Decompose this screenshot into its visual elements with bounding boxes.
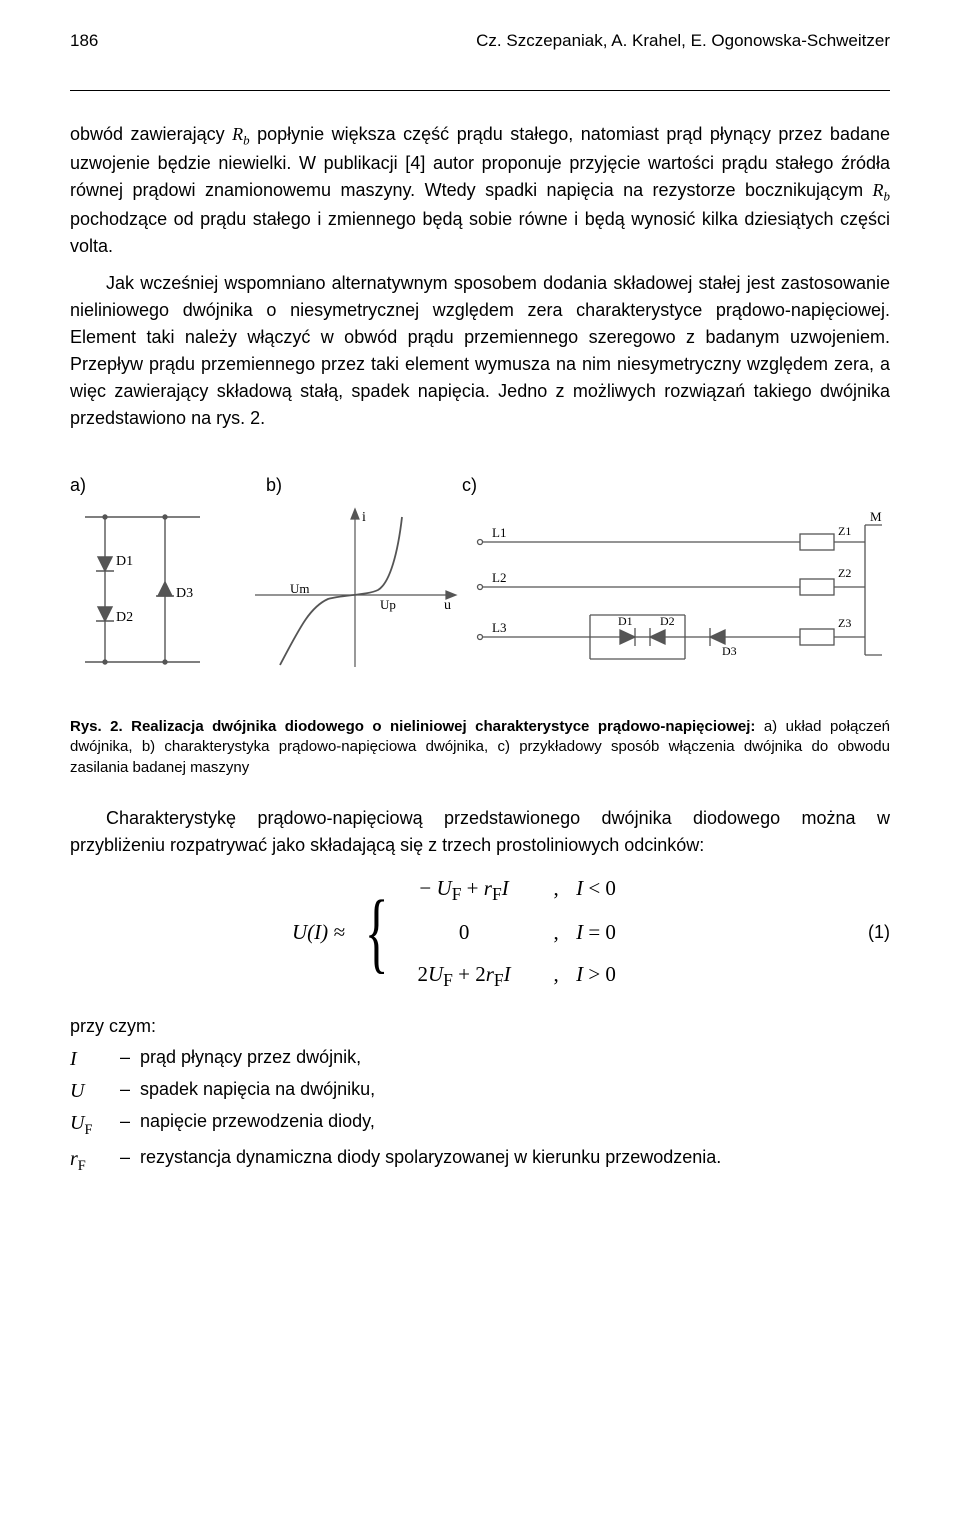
fig-c-l3: L3 (492, 620, 506, 635)
fig-c-z3: Z3 (838, 616, 851, 630)
eq-brace: { (365, 892, 389, 973)
def-dash-3: – (120, 1108, 140, 1142)
fig-b-u: u (444, 598, 451, 613)
p1-text-c: pochodzące od prądu stałego i zmiennego … (70, 209, 890, 256)
fig-label-b: b) (266, 472, 282, 499)
eq-r2-left: 0 (384, 917, 544, 949)
equation-1: U(I) ≈ { − UF + rFI , I < 0 0 , I = 0 2U… (70, 873, 890, 993)
paragraph-3: Charakterystykę prądowo-napięciową przed… (70, 805, 890, 859)
def-txt-rf: rezystancja dynamiczna diody spolaryzowa… (140, 1144, 890, 1178)
fig-a-d2: D2 (116, 610, 133, 625)
fig-c-d2: D2 (660, 614, 675, 628)
fig-c-z2: Z2 (838, 566, 851, 580)
fig-c-d1: D1 (618, 614, 633, 628)
eq-r1-left: − UF + rFI (384, 873, 544, 907)
def-txt-u: spadek napięcia na dwójniku, (140, 1076, 890, 1106)
fig-c-m: M (870, 509, 882, 524)
eq-comma-1: , (544, 873, 568, 907)
running-authors: Cz. Szczepaniak, A. Krahel, E. Ogonowska… (476, 28, 890, 54)
p1-text-a: obwód zawierający (70, 124, 232, 144)
def-dash-2: – (120, 1076, 140, 1106)
def-txt-uf: napięcie przewodzenia diody, (140, 1108, 890, 1142)
sym-R2: R (873, 180, 884, 200)
fig-label-a: a) (70, 472, 86, 499)
symbol-rb: Rb (232, 124, 249, 144)
fig-a-d1: D1 (116, 554, 133, 569)
fig-c-circuit: L1 L2 L3 D1 D2 D3 Z1 Z2 Z3 M (470, 507, 890, 677)
fig-a-circuit: D1 D2 D3 (70, 507, 240, 677)
eq-comma-2: , (544, 917, 568, 949)
def-sym-u: U (70, 1076, 120, 1106)
def-sym-i: I (70, 1044, 120, 1074)
symbol-rb-2: Rb (873, 180, 890, 200)
sym-R: R (232, 124, 243, 144)
fig-b-up: Up (380, 597, 396, 612)
eq-lhs: U(I) ≈ (292, 917, 345, 949)
eq-comma-3: , (544, 959, 568, 993)
eq-r1-cond: I < 0 (568, 873, 646, 907)
def-txt-i: prąd płynący przez dwójnik, (140, 1044, 890, 1074)
fig-c-l2: L2 (492, 570, 506, 585)
paragraph-1: obwód zawierający Rb popłynie większa cz… (70, 121, 890, 260)
fig-c-z1: Z1 (838, 524, 851, 538)
figure-2: D1 D2 D3 i u Um Up (70, 507, 890, 677)
eq-r3-cond: I > 0 (568, 959, 646, 993)
header-rule (70, 90, 890, 91)
def-sym-uf: UF (70, 1108, 120, 1142)
sym-b2: b (884, 188, 890, 203)
fig-label-c: c) (462, 472, 477, 499)
fig-b-iv-curve: i u Um Up (250, 507, 460, 677)
paragraph-2: Jak wcześniej wspomniano alternatywnym s… (70, 270, 890, 432)
def-sym-rf: rF (70, 1144, 120, 1178)
defs-label: przy czym: (70, 1013, 890, 1040)
fig-b-i: i (362, 510, 366, 525)
def-dash-1: – (120, 1044, 140, 1074)
fig-a-d3: D3 (176, 586, 193, 601)
definitions: przy czym: I – prąd płynący przez dwójni… (70, 1013, 890, 1177)
fig-c-l1: L1 (492, 525, 506, 540)
fig-c-d3: D3 (722, 644, 737, 658)
page-number: 186 (70, 28, 98, 54)
figure-2-caption: Rys. 2. Realizacja dwójnika diodowego o … (70, 717, 890, 779)
eq-number: (1) (868, 919, 890, 946)
fig-b-um: Um (290, 581, 310, 596)
def-dash-4: – (120, 1144, 140, 1178)
caption-lead: Rys. 2. Realizacja dwójnika diodowego o … (70, 718, 755, 735)
eq-r3-left: 2UF + 2rFI (384, 959, 544, 993)
eq-r2-cond: I = 0 (568, 917, 646, 949)
